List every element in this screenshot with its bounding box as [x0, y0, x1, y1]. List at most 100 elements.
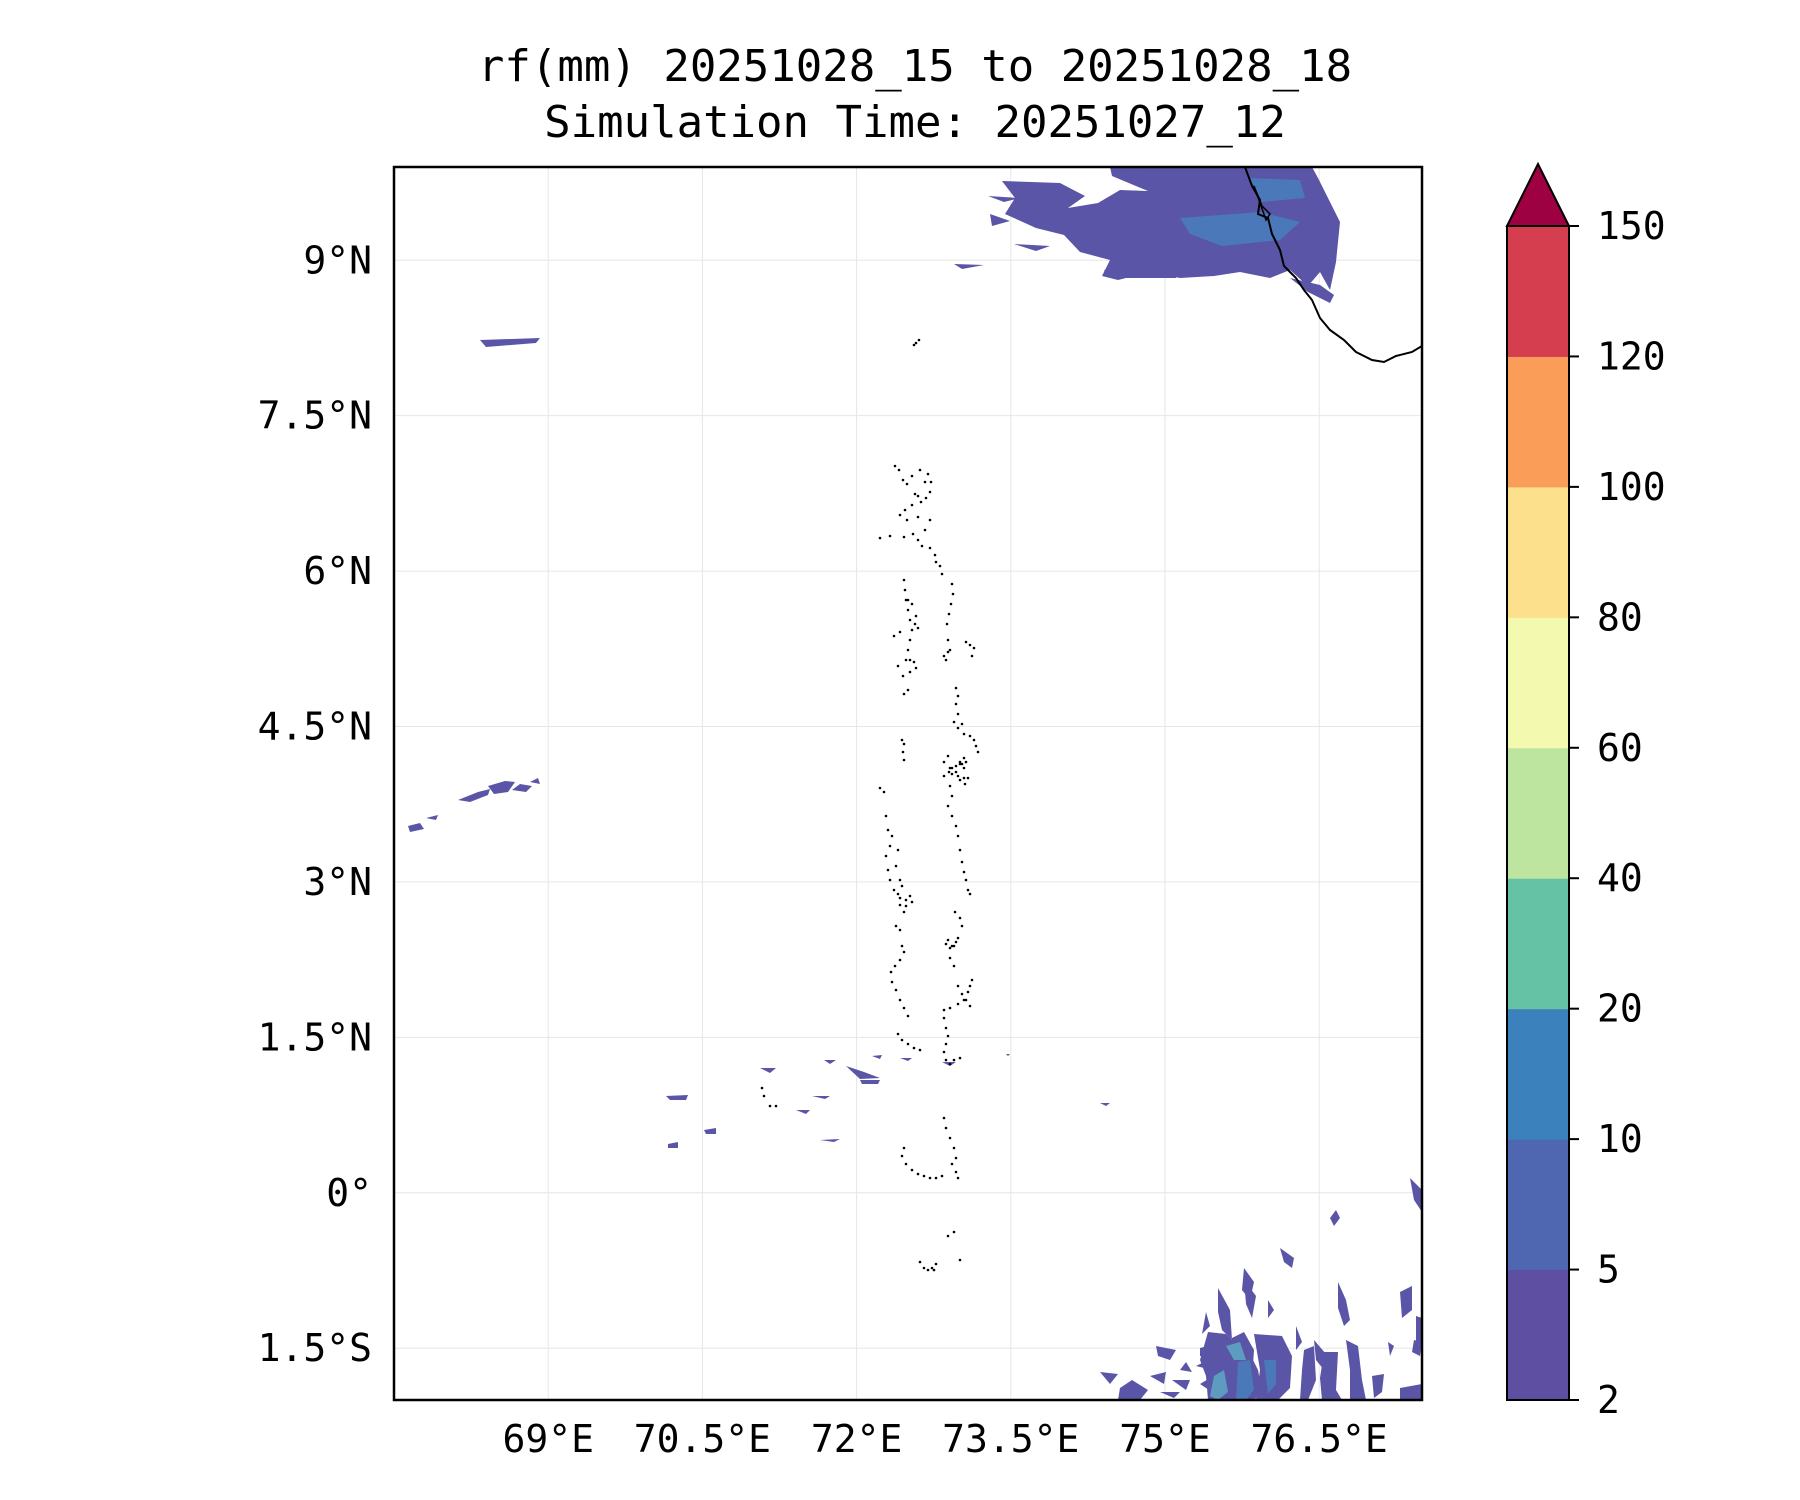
atoll-dot — [942, 1008, 946, 1012]
atoll-dot — [948, 784, 952, 788]
colorbar-label: 80 — [1597, 595, 1643, 639]
atoll-dot — [968, 734, 972, 738]
x-tick-label: 75°E — [1119, 1417, 1211, 1461]
rain-area — [1218, 1288, 1232, 1340]
atoll-dot — [911, 532, 915, 536]
colorbar-segment — [1507, 226, 1569, 357]
atoll-dot — [950, 814, 954, 818]
rain-area — [1320, 1352, 1342, 1400]
atoll-dot — [902, 758, 906, 762]
atoll-dot — [976, 750, 980, 754]
atoll-dot — [968, 892, 972, 896]
atoll-dot — [926, 1268, 930, 1272]
atoll-dot — [913, 622, 917, 626]
atoll-dot — [922, 1174, 926, 1178]
atoll-dot — [952, 720, 956, 724]
rain-area — [1002, 167, 1340, 290]
atoll-dot — [942, 760, 946, 764]
atoll-dot — [918, 468, 922, 472]
atoll-dot — [904, 904, 908, 908]
atoll-dot — [902, 910, 906, 914]
atoll-dot — [760, 1086, 764, 1090]
rain-area — [812, 1096, 830, 1099]
atoll-dot — [904, 598, 908, 602]
atoll-dot — [910, 628, 914, 632]
atoll-dot — [964, 998, 968, 1002]
colorbar-label: 40 — [1597, 856, 1643, 900]
atoll-dot — [950, 1162, 954, 1166]
atoll-dot — [966, 990, 970, 994]
atoll-dot — [896, 1032, 900, 1036]
x-tick-label: 73.5°E — [942, 1417, 1079, 1461]
atoll-dot — [934, 1176, 938, 1180]
rain-area — [1388, 1342, 1394, 1356]
atoll-dot — [916, 538, 920, 542]
rain-area — [990, 214, 1010, 226]
atoll-dot — [940, 572, 944, 576]
rain-area — [1112, 167, 1150, 176]
rain-area — [668, 1142, 678, 1148]
atoll-dot — [960, 722, 964, 726]
rain-area — [512, 784, 532, 792]
x-tick-label: 69°E — [502, 1417, 594, 1461]
rain-area — [1330, 1210, 1340, 1226]
colorbar-extend-arrow — [1505, 161, 1571, 227]
atoll-dot — [964, 878, 968, 882]
atoll-dot — [908, 670, 912, 674]
rain-area — [1014, 244, 1050, 251]
atoll-dot — [882, 790, 886, 794]
atoll-dot — [906, 648, 910, 652]
rain-area — [1250, 178, 1305, 202]
atoll-dot — [898, 928, 902, 932]
y-tick-label: 4.5°N — [258, 705, 372, 749]
atoll-dot — [904, 898, 908, 902]
atoll-dot — [942, 774, 946, 778]
atoll-dot — [914, 341, 918, 345]
atoll-dot — [900, 1154, 904, 1158]
atoll-dot — [947, 612, 951, 616]
colorbar-label: 10 — [1597, 1117, 1643, 1161]
rain-area — [820, 1139, 840, 1142]
atoll-dot — [952, 1058, 956, 1062]
rain-area — [458, 789, 490, 802]
rain-area — [488, 781, 515, 794]
atoll-dot — [884, 854, 888, 858]
atoll-dot — [898, 896, 902, 900]
atoll-dot — [948, 956, 952, 960]
colorbar-segment — [1507, 878, 1569, 1010]
atoll-dot — [958, 1056, 962, 1060]
atoll-dot — [968, 984, 972, 988]
atoll-dot — [954, 686, 958, 690]
y-tick-label: 3°N — [303, 860, 372, 904]
atoll-dot — [912, 660, 916, 664]
atoll-dot — [956, 834, 960, 838]
map-gridlines — [394, 167, 1422, 1400]
atoll-dot — [956, 694, 960, 698]
colorbar-segment — [1507, 356, 1569, 488]
atoll-dot — [946, 804, 950, 808]
atoll-dot — [896, 664, 900, 668]
atoll-dot — [908, 658, 912, 662]
atoll-dot — [972, 738, 976, 742]
atoll-dot — [902, 1146, 906, 1150]
colorbar-label: 150 — [1597, 204, 1666, 248]
atoll-dot — [910, 503, 914, 507]
rain-area — [1300, 1346, 1316, 1400]
atoll-dot — [910, 474, 914, 478]
rain-area — [954, 264, 984, 269]
atoll-dot — [774, 1104, 778, 1108]
atoll-dot — [902, 535, 906, 539]
atoll-dot — [956, 936, 960, 940]
atoll-dot — [913, 492, 917, 496]
rain-area — [1236, 1360, 1254, 1400]
atoll-dot — [924, 496, 928, 500]
atoll-dot — [962, 870, 966, 874]
rain-area — [1118, 1380, 1148, 1400]
atoll-dot — [930, 1266, 934, 1270]
rain-area — [1172, 1380, 1190, 1390]
atoll-dot — [942, 1116, 946, 1120]
atoll-dot — [966, 888, 970, 892]
rain-area — [408, 823, 424, 832]
atoll-dot — [902, 1006, 906, 1010]
atoll-dot — [956, 712, 960, 716]
